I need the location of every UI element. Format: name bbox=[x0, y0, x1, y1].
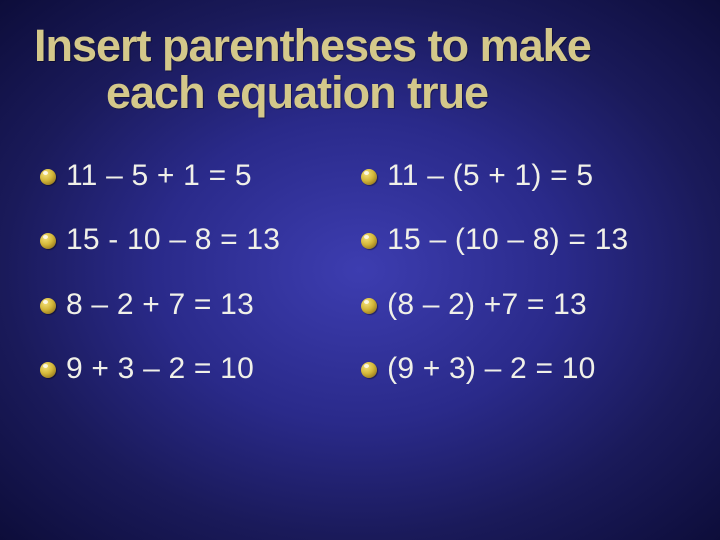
list-item: 15 – (10 – 8) = 13 bbox=[361, 223, 686, 258]
list-item: (9 + 3) – 2 = 10 bbox=[361, 352, 686, 387]
equation-text: 9 + 3 – 2 = 10 bbox=[66, 352, 254, 387]
bullet-icon bbox=[40, 298, 56, 314]
equation-text: (9 + 3) – 2 = 10 bbox=[387, 352, 595, 387]
bullet-icon bbox=[361, 362, 377, 378]
equation-text: 8 – 2 + 7 = 13 bbox=[66, 288, 254, 323]
equation-text: 11 – 5 + 1 = 5 bbox=[66, 159, 252, 194]
content-area: 11 – 5 + 1 = 5 15 - 10 – 8 = 13 8 – 2 + … bbox=[34, 159, 686, 387]
list-item: 15 - 10 – 8 = 13 bbox=[40, 223, 347, 258]
right-column: 11 – (5 + 1) = 5 15 – (10 – 8) = 13 (8 –… bbox=[361, 159, 686, 387]
equation-text: 15 - 10 – 8 = 13 bbox=[66, 223, 280, 258]
bullet-icon bbox=[361, 233, 377, 249]
slide-title: Insert parentheses to make each equation… bbox=[34, 22, 686, 117]
title-line-2: each equation true bbox=[34, 69, 686, 116]
equation-text: 15 – (10 – 8) = 13 bbox=[387, 223, 628, 258]
title-line-1: Insert parentheses to make bbox=[34, 22, 686, 69]
equation-text: 11 – (5 + 1) = 5 bbox=[387, 159, 593, 194]
list-item: 9 + 3 – 2 = 10 bbox=[40, 352, 347, 387]
list-item: 11 – (5 + 1) = 5 bbox=[361, 159, 686, 194]
list-item: 8 – 2 + 7 = 13 bbox=[40, 288, 347, 323]
list-item: 11 – 5 + 1 = 5 bbox=[40, 159, 347, 194]
bullet-icon bbox=[361, 169, 377, 185]
bullet-icon bbox=[361, 298, 377, 314]
bullet-icon bbox=[40, 233, 56, 249]
left-column: 11 – 5 + 1 = 5 15 - 10 – 8 = 13 8 – 2 + … bbox=[40, 159, 347, 387]
list-item: (8 – 2) +7 = 13 bbox=[361, 288, 686, 323]
bullet-icon bbox=[40, 169, 56, 185]
slide: Insert parentheses to make each equation… bbox=[0, 0, 720, 540]
bullet-icon bbox=[40, 362, 56, 378]
equation-text: (8 – 2) +7 = 13 bbox=[387, 288, 587, 323]
